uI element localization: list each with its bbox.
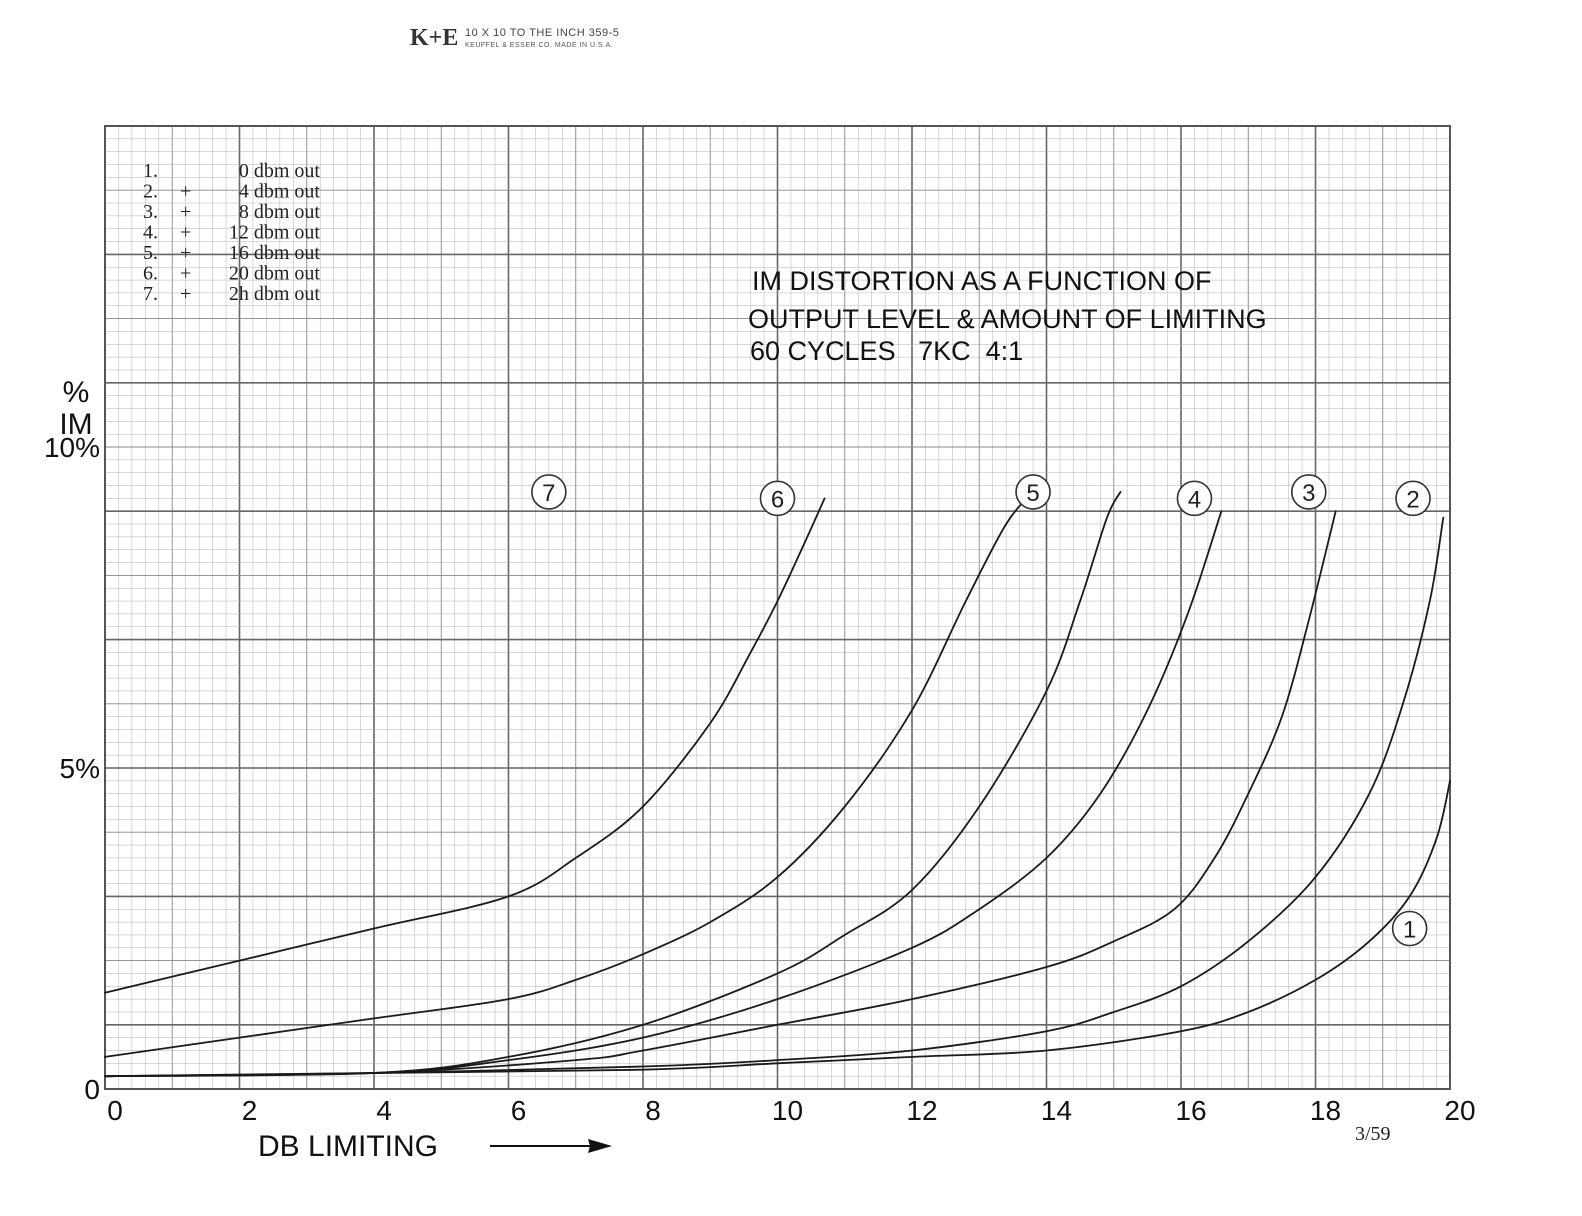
y-tick-labels: 0 5% 10% [44,432,100,1105]
x-tick-label: 6 [511,1095,527,1126]
curve-number-label: 5 [1026,480,1039,507]
graph-paper-grid [104,125,1451,1090]
legend-entry: 2h dbm out [229,283,321,305]
x-tick-label: 2 [242,1095,258,1126]
y-axis-label-im: IM [59,408,92,441]
legend-entry: 12 dbm out [229,222,321,244]
y-tick-label: 5% [60,753,100,784]
series-line-1 [104,779,1451,1078]
legend: 1. 0 dbm out 2. +4 dbm out 3. +8 dbm out 4. +12… [143,160,320,305]
maker-logo: K+E [410,25,458,51]
date-mark: 3/59 [1355,1123,1391,1145]
legend-entry: 20 dbm out [229,263,321,285]
curve-number-label: 2 [1406,486,1419,513]
x-axis-label: DB LIMITING [258,1130,612,1163]
series-line-5 [104,491,1122,1078]
curve-number-label: 3 [1302,480,1315,507]
legend-number: 2. [143,181,158,203]
series-line-7 [104,497,826,994]
series-line-6 [104,491,1034,1058]
y-tick-label: 10% [44,432,100,463]
legend-number: 5. [143,242,158,264]
curve-number-circle [531,474,567,510]
legend-entry: 4 dbm out [239,181,321,203]
legend-number: 7. [143,283,158,305]
curve-number-label: 4 [1188,486,1201,513]
curve-number-circle [1015,474,1051,510]
curve-number-label: 7 [542,480,555,507]
legend-sign: + [180,263,191,285]
x-tick-label: 0 [107,1095,123,1126]
x-tick-label: 12 [906,1095,937,1126]
x-tick-label: 4 [376,1095,392,1126]
x-axis-label-text: DB LIMITING [258,1130,438,1163]
plot-frame [104,125,1451,1090]
legend-entry: 0 dbm out [239,160,321,182]
legend-number: 1. [143,160,158,182]
curve-number-circle [759,480,796,517]
legend-number: 6. [143,263,158,285]
legend-sign: + [180,222,191,244]
x-tick-labels: 0 2 4 6 8 10 12 14 16 18 20 [107,1095,1475,1126]
x-tick-label: 16 [1175,1095,1206,1126]
curve-number-circle [1290,474,1327,510]
curve-number-markers: 1 2 3 4 5 6 7 [531,474,1431,947]
title-line-2: OUTPUT LEVEL & AMOUNT OF LIMITING [748,304,1267,334]
series-curves [104,491,1451,1078]
x-tick-label: 20 [1444,1095,1475,1126]
x-tick-label: 10 [772,1095,803,1126]
curve-number-label: 1 [1403,917,1416,944]
y-axis-label-percent: % [63,376,90,409]
legend-entry: 16 dbm out [229,242,321,264]
curve-number-circle [1395,480,1431,517]
chart-title: IM DISTORTION AS A FUNCTION OF OUTPUT LE… [748,266,1267,366]
x-tick-label: 18 [1310,1095,1341,1126]
legend-number: 3. [143,201,158,223]
title-line-1: IM DISTORTION AS A FUNCTION OF [752,266,1212,296]
arrow-right-icon [490,1139,612,1153]
legend-sign: + [180,283,191,305]
x-tick-label: 8 [645,1095,661,1126]
maker-name: KEUFFEL & ESSER CO. MADE IN U.S.A. [465,42,613,49]
title-line-3: 60 CYCLES 7KC 4:1 [750,336,1023,366]
curve-number-circle [1391,910,1428,947]
legend-entry: 8 dbm out [239,201,321,223]
legend-sign: + [180,181,191,203]
maker-mark: K+E 10 X 10 TO THE INCH 359-5 KEUFFEL & … [410,25,619,51]
legend-number: 4. [143,222,158,244]
curve-number-label: 6 [771,486,784,513]
series-line-3 [104,510,1337,1078]
legend-sign: + [180,201,191,223]
series-line-2 [104,516,1445,1078]
x-tick-label: 14 [1041,1095,1072,1126]
ruling-spec: 10 X 10 TO THE INCH 359-5 [465,27,619,39]
curve-number-circle [1176,480,1213,517]
y-axis-label: % IM [59,376,92,441]
legend-sign: + [180,242,191,264]
y-tick-label: 0 [84,1074,100,1105]
